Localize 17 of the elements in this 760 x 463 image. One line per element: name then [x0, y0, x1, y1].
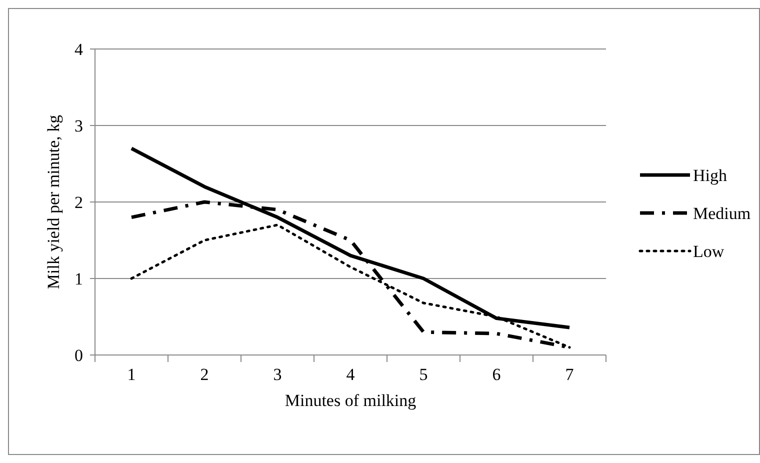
- x-axis-title: Minutes of milking: [284, 391, 417, 410]
- x-tick-label: 2: [200, 365, 209, 384]
- x-tick-label: 1: [127, 365, 136, 384]
- y-axis-title: Milk yield per minute, kg: [44, 114, 63, 290]
- x-tick-label: 6: [492, 365, 501, 384]
- x-tick-label: 7: [565, 365, 574, 384]
- y-tick-label: 3: [74, 116, 83, 136]
- x-tick-label: 3: [273, 365, 282, 384]
- legend-label: High: [693, 166, 728, 185]
- legend-label: Medium: [693, 204, 751, 223]
- y-tick-label: 4: [74, 40, 84, 59]
- y-tick-label: 2: [74, 192, 83, 212]
- x-tick-label: 4: [346, 365, 356, 384]
- x-tick-label: 5: [419, 365, 428, 384]
- y-tick-label: 1: [74, 269, 83, 288]
- y-tick-label: 0: [74, 346, 83, 365]
- legend-label: Low: [693, 242, 725, 261]
